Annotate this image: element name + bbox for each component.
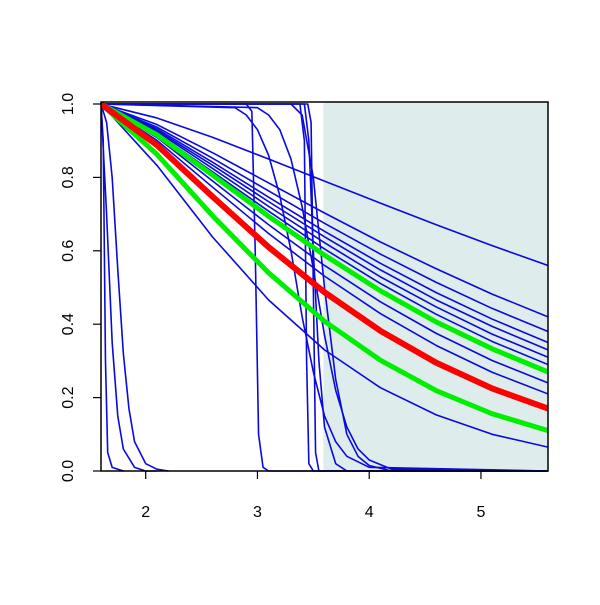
y-tick-label: 0.4 xyxy=(60,313,77,335)
series-line xyxy=(101,103,548,472)
series-line xyxy=(101,102,548,434)
series-line xyxy=(101,103,548,318)
series-line xyxy=(101,103,548,472)
series-line xyxy=(101,103,548,359)
series-line xyxy=(101,103,548,395)
x-tick-label: 2 xyxy=(141,504,150,521)
series-line xyxy=(101,102,548,412)
series-line xyxy=(101,103,169,472)
series-line xyxy=(101,102,548,375)
x-tick-label: 4 xyxy=(365,504,374,521)
shaded-region xyxy=(323,102,548,471)
y-tick-label: 0.0 xyxy=(60,460,77,482)
y-tick-label: 0.8 xyxy=(60,166,77,188)
series-line xyxy=(101,103,548,344)
shade-layer xyxy=(323,102,548,471)
lines-layer xyxy=(101,102,548,472)
series-line xyxy=(101,103,548,333)
plot-frame xyxy=(100,101,549,472)
x-tick-label: 5 xyxy=(476,504,485,521)
series-line xyxy=(101,103,548,472)
series-line xyxy=(101,103,548,267)
series-line xyxy=(101,103,548,448)
y-tick-label: 0.6 xyxy=(60,240,77,262)
x-tick-label: 3 xyxy=(253,504,262,521)
y-tick-label: 0.2 xyxy=(60,386,77,408)
series-line xyxy=(101,103,158,472)
axes-layer: 2 3 4 5 0.0 0.2 0.4 0.6 0.8 1.0 xyxy=(60,93,549,521)
y-tick-label: 1.0 xyxy=(60,93,77,115)
series-line xyxy=(101,103,548,384)
series-line xyxy=(101,103,548,472)
series-line xyxy=(101,103,548,351)
